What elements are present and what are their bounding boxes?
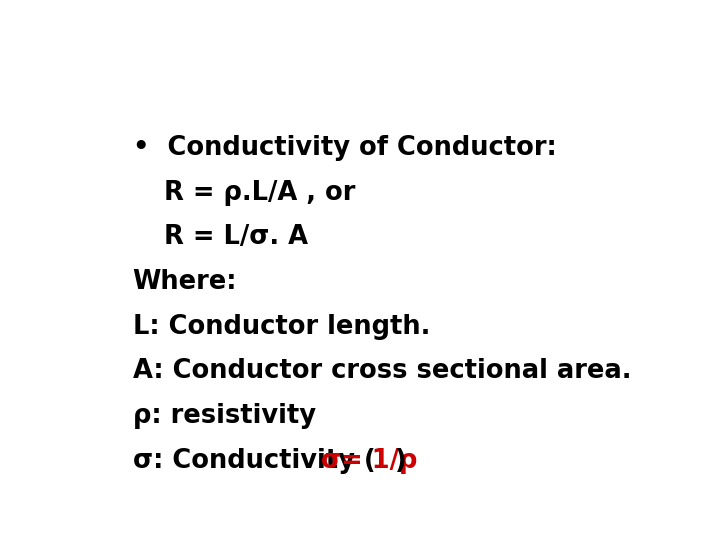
Text: ρ: resistivity: ρ: resistivity xyxy=(132,403,315,429)
Text: σ= 1/ρ: σ= 1/ρ xyxy=(320,448,417,474)
Text: R = L/σ. A: R = L/σ. A xyxy=(163,224,307,250)
Text: ): ) xyxy=(395,448,407,474)
Text: Where:: Where: xyxy=(132,269,237,295)
Text: R = ρ.L/A , or: R = ρ.L/A , or xyxy=(163,180,355,206)
Text: A: Conductor cross sectional area.: A: Conductor cross sectional area. xyxy=(132,358,631,384)
Text: σ: Conductivity (: σ: Conductivity ( xyxy=(132,448,375,474)
Text: L: Conductor length.: L: Conductor length. xyxy=(132,314,430,340)
Text: •  Conductivity of Conductor:: • Conductivity of Conductor: xyxy=(132,135,557,161)
